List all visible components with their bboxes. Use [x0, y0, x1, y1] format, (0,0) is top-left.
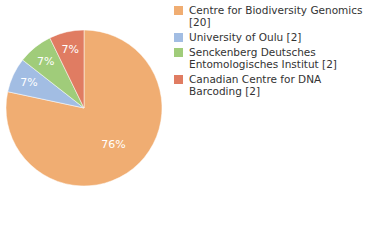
- slice: [6, 30, 162, 186]
- legend-label: Senckenberg Deutsches Entomologisches In…: [189, 46, 337, 70]
- data-label: 7%: [37, 55, 54, 68]
- data-label: 7%: [20, 76, 37, 89]
- legend-label: Centre for Biodiversity Genomics [20]: [189, 4, 362, 28]
- legend-entry: Canadian Centre for DNA Barcoding [2]: [172, 73, 369, 97]
- legend-swatch: [174, 6, 183, 15]
- legend-swatch: [174, 33, 183, 42]
- legend-entry: Senckenberg Deutsches Entomologisches In…: [172, 46, 369, 70]
- legend-entry: Centre for Biodiversity Genomics [20]: [172, 4, 369, 28]
- data-label: 7%: [62, 43, 79, 56]
- data-labels: 76%7%7%7%: [20, 43, 126, 152]
- legend-entry: University of Oulu [2]: [172, 31, 369, 43]
- slices: [6, 30, 162, 186]
- legend-swatch: [174, 75, 183, 84]
- legend-label: University of Oulu [2]: [189, 31, 301, 43]
- legend-label: Canadian Centre for DNA Barcoding [2]: [189, 73, 321, 97]
- legend: Centre for Biodiversity Genomics [20] Uni…: [172, 4, 377, 100]
- slice: [50, 30, 84, 108]
- legend-swatch: [174, 48, 183, 57]
- data-label: 76%: [101, 138, 125, 151]
